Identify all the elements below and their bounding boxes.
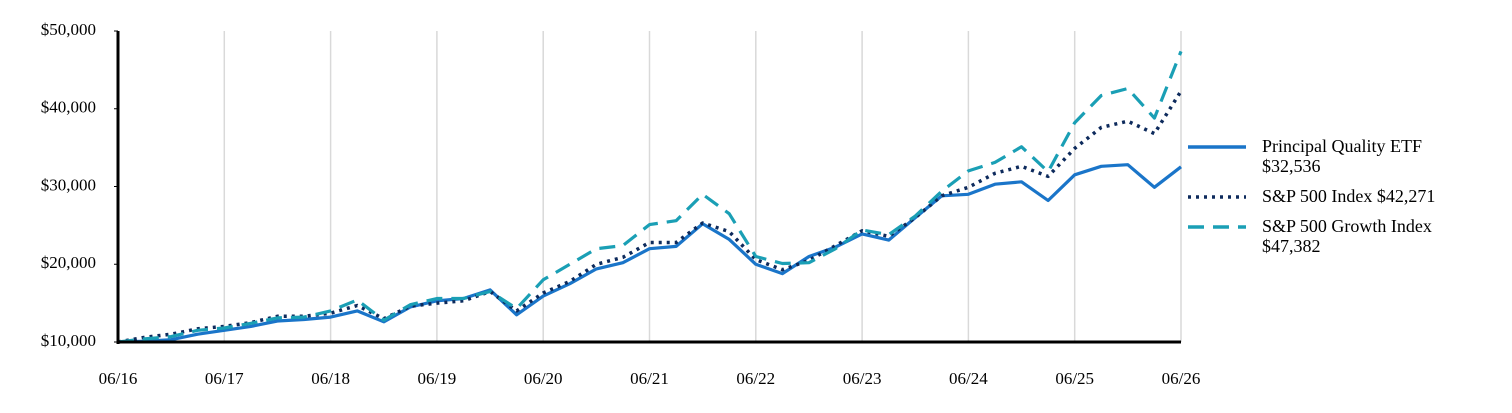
x-tick-label: 06/22 — [736, 369, 775, 388]
x-tick-label: 06/19 — [418, 369, 457, 388]
legend-label: S&P 500 Index $42,271 — [1262, 186, 1436, 206]
legend-item: S&P 500 Growth Index $47,382 — [1186, 216, 1477, 256]
y-tick-label: $50,000 — [41, 20, 96, 39]
x-tick-label: 06/17 — [205, 369, 244, 388]
x-tick-label: 06/18 — [311, 369, 350, 388]
x-tick-label: 06/25 — [1055, 369, 1094, 388]
legend-item: S&P 500 Index $42,271 — [1186, 186, 1477, 206]
legend: Principal Quality ETF $32,536 S&P 500 Ind… — [1186, 136, 1477, 256]
x-tick-label: 06/26 — [1162, 369, 1201, 388]
y-tick-label: $40,000 — [41, 98, 96, 117]
x-tick-label: 06/20 — [524, 369, 563, 388]
y-tick-label: $20,000 — [41, 253, 96, 272]
y-tick-label: $10,000 — [41, 331, 96, 350]
legend-swatch — [1188, 145, 1246, 149]
legend-item: Principal Quality ETF $32,536 — [1186, 136, 1477, 176]
legend-swatch — [1188, 225, 1246, 229]
series-line — [117, 50, 1183, 344]
x-tick-label: 06/21 — [630, 369, 669, 388]
legend-label: Principal Quality ETF $32,536 — [1262, 136, 1422, 176]
x-tick-label: 06/24 — [949, 369, 988, 388]
x-tick-label: 06/16 — [99, 369, 138, 388]
x-tick-label: 06/23 — [843, 369, 882, 388]
legend-swatch — [1188, 195, 1246, 199]
legend-label: S&P 500 Growth Index $47,382 — [1262, 216, 1432, 256]
series-line — [117, 163, 1182, 344]
y-tick-label: $30,000 — [41, 175, 96, 194]
